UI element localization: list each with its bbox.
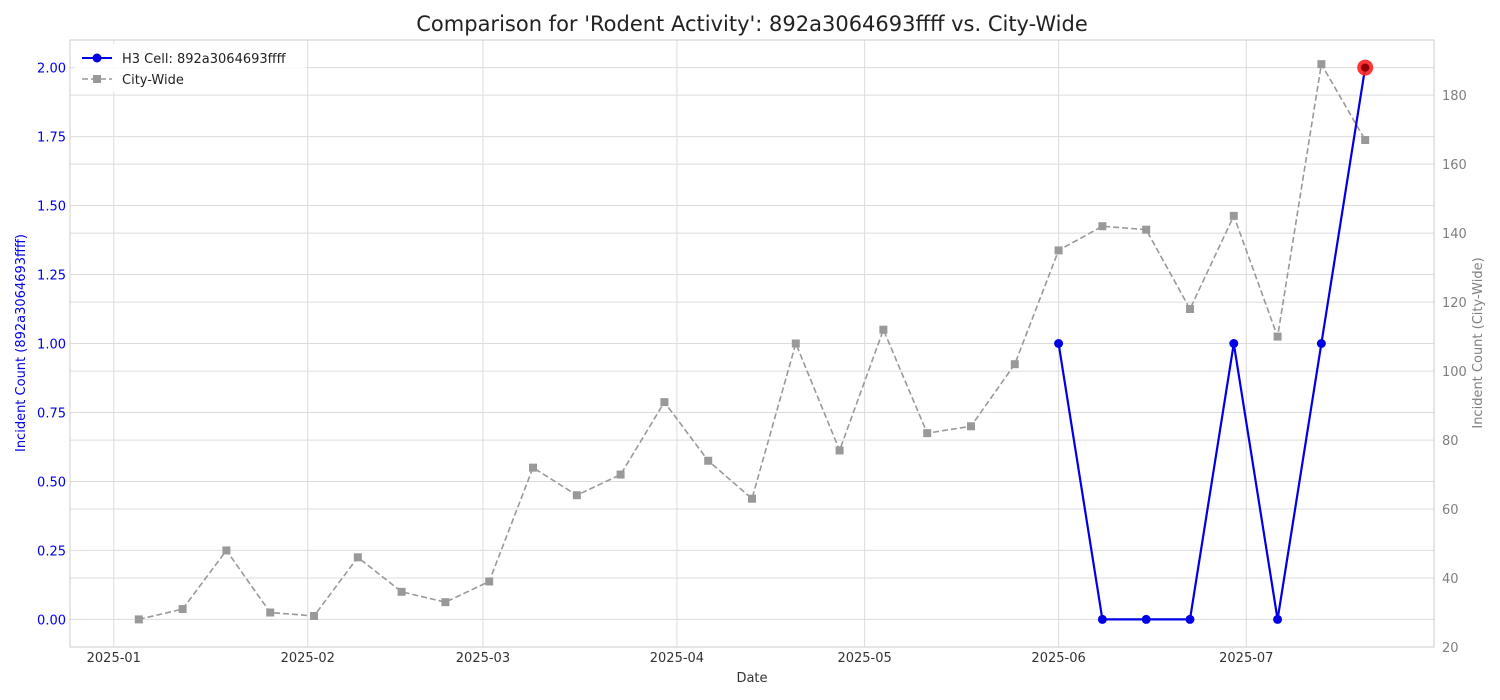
- x-axis-label: Date: [736, 671, 767, 686]
- citywide-point: [835, 446, 844, 455]
- citywide-point: [572, 491, 581, 500]
- citywide-point: [1010, 360, 1019, 369]
- citywide-point: [616, 470, 625, 479]
- citywide-point: [1273, 332, 1282, 341]
- citywide-point: [966, 422, 975, 431]
- y-right-tick-label: 100: [1442, 365, 1467, 380]
- citywide-point: [923, 429, 932, 438]
- y-axis-right-label: Incident Count (City-Wide): [1471, 257, 1486, 428]
- citywide-point: [791, 339, 800, 348]
- y-right-tick-label: 60: [1442, 503, 1459, 518]
- citywide-point: [1317, 60, 1326, 69]
- tick-labels: 2025-01 2025-02 2025-03 2025-04 2025-05 2025-…: [37, 62, 1467, 666]
- citywide-point: [222, 546, 231, 555]
- x-tick-label: 2025-03: [456, 651, 510, 666]
- x-tick-label: 2025-06: [1031, 651, 1085, 666]
- citywide-point: [485, 577, 494, 586]
- y-right-tick-label: 120: [1442, 296, 1467, 311]
- citywide-point: [1229, 211, 1238, 220]
- citywide-point: [660, 398, 669, 407]
- citywide-point: [1142, 225, 1151, 234]
- h3-point: [1229, 339, 1239, 348]
- citywide-point: [178, 605, 187, 614]
- y-right-tick-label: 180: [1442, 89, 1467, 104]
- y-left-tick-label: 0.25: [37, 544, 66, 559]
- series-layer: [134, 59, 1374, 624]
- x-tick-label: 2025-01: [87, 651, 141, 666]
- h3-point: [1141, 614, 1151, 624]
- legend-h3-label: H3 Cell: 892a3064693ffff: [122, 52, 287, 67]
- y-left-tick-label: 1.75: [37, 131, 66, 146]
- citywide-point: [704, 456, 713, 465]
- h3-point: [1054, 339, 1064, 348]
- citywide-point: [310, 611, 319, 620]
- x-tick-label: 2025-02: [281, 651, 335, 666]
- legend-citywide-label: City-Wide: [122, 73, 184, 88]
- citywide-series-line: [138, 61, 1366, 621]
- citywide-point: [1054, 246, 1063, 255]
- y-right-tick-label: 140: [1442, 227, 1467, 242]
- h3-point: [1316, 339, 1326, 348]
- citywide-point: [266, 608, 275, 617]
- x-tick-label: 2025-04: [650, 651, 704, 666]
- y-left-tick-label: 2.00: [37, 62, 66, 77]
- x-tick-label: 2025-07: [1219, 651, 1273, 666]
- citywide-point: [134, 615, 143, 624]
- highlight-point-core: [1361, 63, 1370, 72]
- citywide-point: [748, 494, 756, 503]
- plot-frame: [69, 39, 1435, 648]
- y-axis-left-label: Incident Count (892a3064693ffff): [14, 234, 29, 452]
- citywide-point: [529, 463, 538, 472]
- grid: [70, 40, 1434, 648]
- y-right-tick-label: 80: [1442, 434, 1459, 449]
- y-left-tick-label: 0.50: [37, 475, 66, 490]
- y-left-tick-label: 0.75: [37, 406, 66, 421]
- citywide-point: [441, 598, 450, 607]
- h3-series-line: [1057, 67, 1367, 621]
- citywide-point: [397, 587, 406, 596]
- legend: H3 Cell: 892a3064693ffff City-Wide: [74, 44, 306, 92]
- y-left-tick-label: 1.25: [37, 269, 66, 284]
- h3-point: [1273, 614, 1283, 624]
- legend-citywide-marker: [93, 75, 101, 83]
- citywide-point: [879, 325, 888, 334]
- y-left-tick-label: 1.50: [37, 200, 66, 215]
- x-tick-label: 2025-05: [837, 651, 891, 666]
- y-right-tick-label: 40: [1442, 572, 1459, 587]
- chart-title: Comparison for 'Rodent Activity': 892a30…: [416, 12, 1087, 36]
- y-right-tick-label: 20: [1442, 641, 1459, 656]
- y-left-tick-label: 1.00: [37, 338, 66, 353]
- citywide-point: [1185, 305, 1194, 314]
- h3-point: [1185, 614, 1195, 624]
- citywide-point: [353, 553, 362, 562]
- legend-h3-marker: [92, 53, 102, 63]
- y-right-tick-label: 160: [1442, 158, 1467, 173]
- citywide-point: [1361, 136, 1370, 145]
- legend-box: [74, 44, 306, 92]
- h3-point: [1097, 614, 1107, 624]
- y-left-tick-label: 0.00: [37, 613, 66, 628]
- citywide-point: [1098, 222, 1107, 231]
